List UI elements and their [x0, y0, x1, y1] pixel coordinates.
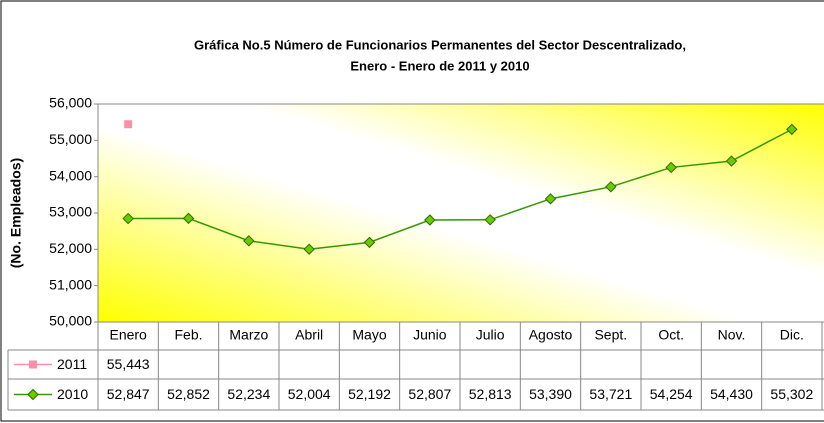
table-value: 55,443 — [107, 356, 150, 372]
table-value: 52,807 — [408, 386, 451, 402]
x-tick-label: Feb. — [174, 327, 202, 343]
x-tick-label: Oct. — [658, 327, 684, 343]
table-value: 52,852 — [167, 386, 210, 402]
table-value: 53,721 — [589, 386, 632, 402]
x-tick-label: Junio — [413, 327, 447, 343]
y-tick-label: 50,000 — [49, 313, 92, 329]
y-tick-label: 52,000 — [49, 240, 92, 256]
y-tick-label: 55,000 — [49, 131, 92, 147]
point — [786, 123, 798, 136]
x-tick-label: Nov. — [718, 327, 746, 343]
table-value: 52,234 — [227, 386, 270, 402]
point — [303, 243, 315, 255]
table-value: 52,004 — [288, 386, 331, 402]
x-tick-label: Sept. — [594, 327, 627, 343]
chart-subtitle: Enero - Enero de 2011 y 2010 — [350, 58, 529, 73]
x-tick-label: Dic. — [780, 327, 804, 343]
legend-label: 2010 — [57, 386, 88, 402]
table-value: 52,813 — [469, 386, 512, 402]
chart-title: Gráfica No.5 Número de Funcionarios Perm… — [194, 37, 686, 52]
table-value: 54,254 — [650, 386, 693, 402]
point — [124, 120, 133, 129]
table-value: 53,390 — [529, 386, 572, 402]
table-value: 52,847 — [107, 386, 150, 402]
table-value: 52,192 — [348, 386, 391, 402]
point — [182, 212, 195, 225]
table-value: 54,430 — [710, 386, 753, 402]
point — [484, 214, 496, 226]
point — [122, 212, 134, 225]
point — [424, 214, 436, 226]
x-tick-label: Enero — [109, 327, 147, 343]
point — [605, 181, 617, 193]
point — [665, 161, 677, 174]
x-tick-label: Marzo — [229, 327, 268, 343]
point — [363, 236, 376, 249]
x-tick-label: Agosto — [529, 327, 573, 343]
point — [27, 388, 39, 401]
y-axis-label: (No. Empleados) — [8, 158, 24, 268]
series-line — [128, 128, 793, 250]
point — [544, 193, 557, 205]
table-value: 55,302 — [770, 386, 813, 402]
x-tick-label: Mayo — [352, 327, 386, 343]
y-tick-label: 51,000 — [49, 276, 92, 292]
legend-label: 2011 — [57, 356, 87, 372]
y-tick-label: 54,000 — [49, 167, 92, 183]
y-tick-label: 56,000 — [49, 95, 92, 111]
point — [29, 360, 37, 369]
point — [725, 155, 738, 167]
x-tick-label: Julio — [476, 327, 505, 343]
x-tick-label: Abril — [295, 327, 323, 343]
plot-area — [97, 103, 824, 323]
y-tick-label: 53,000 — [49, 204, 92, 220]
point — [243, 235, 255, 247]
